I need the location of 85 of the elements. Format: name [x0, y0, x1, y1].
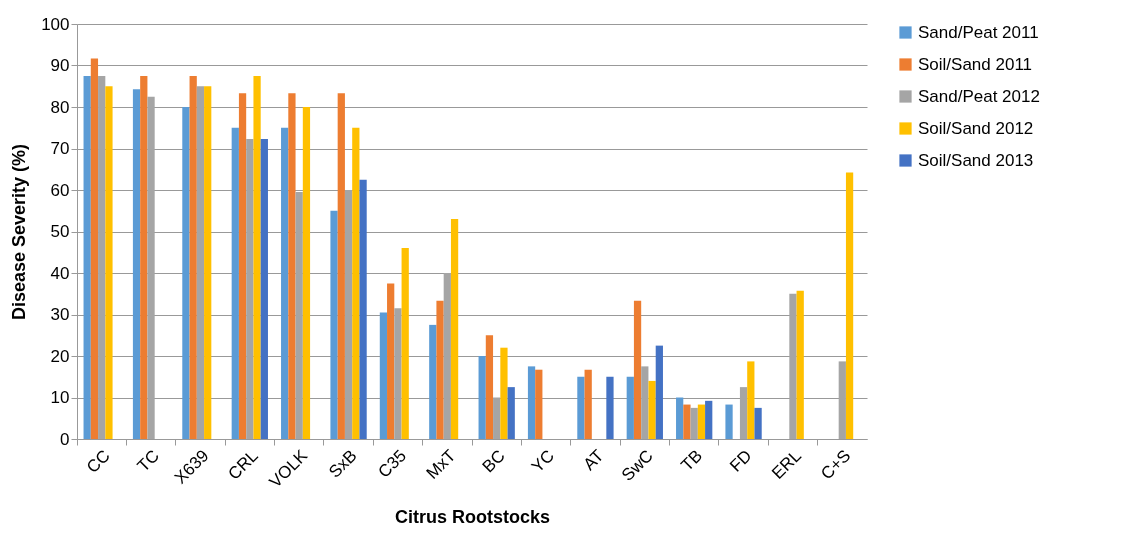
x-tick-label: YC	[527, 446, 559, 477]
y-tick-label: 50	[50, 222, 70, 241]
bar	[359, 179, 367, 439]
y-tick-label: 70	[50, 139, 70, 158]
y-tick-label: 40	[50, 263, 70, 283]
legend-label: Sand/Peat 2011	[918, 22, 1039, 42]
bar	[140, 75, 148, 439]
y-tick-label: 100	[41, 14, 70, 34]
bar	[379, 312, 388, 439]
bar	[132, 89, 141, 439]
x-tick-label: TB	[677, 446, 707, 475]
bar	[754, 407, 762, 439]
bar	[337, 93, 345, 439]
bar	[450, 219, 459, 439]
x-tick-label: C35	[374, 446, 410, 482]
bar	[796, 290, 804, 439]
bar	[253, 75, 261, 439]
bar	[626, 376, 634, 439]
bar	[387, 283, 395, 439]
legend-label: Sand/Peat 2012	[918, 86, 1040, 106]
bar	[204, 86, 212, 439]
bar	[648, 380, 656, 439]
y-tick-label: 60	[50, 180, 70, 200]
bar	[705, 400, 713, 439]
bar	[478, 356, 486, 439]
bar	[281, 127, 289, 439]
bar	[344, 190, 353, 439]
bar	[577, 376, 585, 439]
x-tick-label: CRL	[224, 446, 262, 484]
bar	[690, 407, 698, 439]
bar	[655, 345, 663, 439]
x-tick-label: ERL	[768, 446, 805, 483]
bar	[683, 404, 691, 439]
x-tick-label: C+S	[817, 446, 855, 484]
bar	[288, 93, 296, 439]
y-tick-label: 90	[50, 56, 70, 75]
bar	[90, 58, 99, 439]
bar	[676, 397, 684, 439]
y-tick-label: 30	[50, 305, 70, 324]
bar	[507, 387, 515, 439]
bar	[606, 376, 614, 439]
bar	[238, 93, 247, 439]
y-tick-label: 20	[50, 346, 70, 366]
x-axis-title: Citrus Rootstocks	[394, 506, 551, 527]
bar	[83, 75, 91, 439]
bar	[302, 107, 311, 439]
bar	[105, 86, 113, 439]
x-tick-label: BC	[478, 446, 509, 477]
bar	[98, 75, 106, 439]
y-tick-label: 0	[60, 429, 70, 449]
x-tick-label: TC	[133, 446, 164, 476]
bar	[246, 138, 254, 439]
bar	[231, 127, 239, 439]
bar	[436, 300, 444, 439]
bar	[429, 324, 437, 439]
bar	[330, 210, 338, 439]
x-tick-label: CC	[82, 446, 114, 477]
bar	[196, 86, 205, 439]
bar	[394, 308, 402, 439]
bar	[535, 369, 543, 439]
bar	[260, 138, 268, 439]
bar	[500, 347, 508, 439]
bar	[352, 127, 360, 439]
bar	[633, 300, 642, 439]
x-tick-label: AT	[579, 446, 608, 474]
bar	[641, 366, 649, 439]
bar	[845, 172, 854, 439]
bar	[527, 366, 536, 439]
bar	[493, 397, 501, 439]
legend-label: Soil/Sand 2011	[918, 54, 1033, 74]
bar	[401, 248, 409, 439]
legend-label: Soil/Sand 2012	[918, 118, 1034, 138]
bar	[189, 75, 197, 439]
bar	[747, 361, 755, 439]
y-tick-label: 80	[50, 97, 70, 117]
bar	[584, 369, 592, 439]
legend-label: Soil/Sand 2013	[918, 150, 1034, 170]
bar	[182, 107, 190, 439]
x-tick-label: SxB	[325, 446, 361, 482]
bar	[697, 404, 706, 439]
x-tick-label: FD	[726, 446, 756, 476]
bar	[725, 404, 733, 439]
bar	[485, 335, 494, 439]
y-axis-title: Disease Severity (%)	[9, 143, 30, 321]
y-tick-label: 10	[50, 388, 70, 407]
